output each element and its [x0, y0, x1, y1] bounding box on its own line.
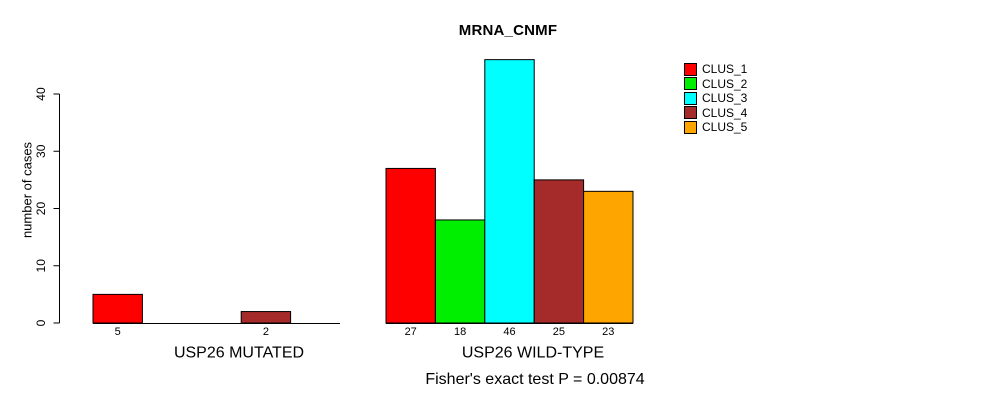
bar-value-label: 27 [405, 326, 417, 338]
legend-item: CLUS_4 [684, 106, 747, 121]
legend-item: CLUS_1 [684, 62, 747, 77]
legend-swatch-icon [684, 62, 697, 76]
y-tick-label: 10 [34, 259, 48, 273]
bar-clus_5 [583, 190, 634, 324]
legend-swatch-icon [684, 77, 697, 91]
legend-item-label: CLUS_3 [702, 91, 748, 105]
bar-value-label: 5 [115, 326, 121, 338]
legend-item: CLUS_2 [684, 77, 747, 92]
legend-swatch-icon [684, 91, 697, 105]
bar-clus_2 [434, 219, 486, 324]
bar-value-label: 2 [263, 326, 269, 338]
legend-item-label: CLUS_2 [702, 76, 748, 91]
y-axis [53, 93, 60, 324]
group-label: USP26 MUTATED [174, 345, 304, 362]
legend-item: CLUS_3 [684, 91, 747, 106]
y-tick-label: 20 [34, 202, 48, 216]
bar-clus_4 [240, 311, 292, 324]
bar-value-label: 46 [503, 326, 515, 338]
y-tick-label: 40 [34, 87, 48, 101]
legend-swatch-icon [684, 106, 697, 120]
bar-value-label: 25 [553, 326, 565, 338]
bar-value-label: 18 [454, 326, 466, 338]
y-tick-label: 0 [34, 319, 48, 326]
legend-item-label: CLUS_4 [702, 105, 748, 120]
y-tick-label: 30 [34, 144, 48, 158]
legend-item-label: CLUS_1 [702, 62, 748, 76]
legend-item-label: CLUS_5 [702, 120, 748, 134]
legend-item: CLUS_5 [684, 120, 747, 135]
legend: CLUS_1 CLUS_2 CLUS_3 CLUS_4 CLUS_5 [684, 62, 747, 135]
bar-value-label: 23 [602, 326, 614, 338]
legend-swatch-icon [684, 120, 697, 134]
bar-clus_1 [92, 293, 143, 324]
chart-title: MRNA_CNMF [458, 22, 558, 39]
bar-clus_1 [385, 167, 436, 324]
group-label: USP26 WILD-TYPE [462, 345, 604, 362]
bar-clus_4 [533, 179, 585, 324]
pvalue-annotation: Fisher's exact test P = 0.00874 [425, 371, 645, 388]
bar-clus_3 [484, 59, 535, 324]
